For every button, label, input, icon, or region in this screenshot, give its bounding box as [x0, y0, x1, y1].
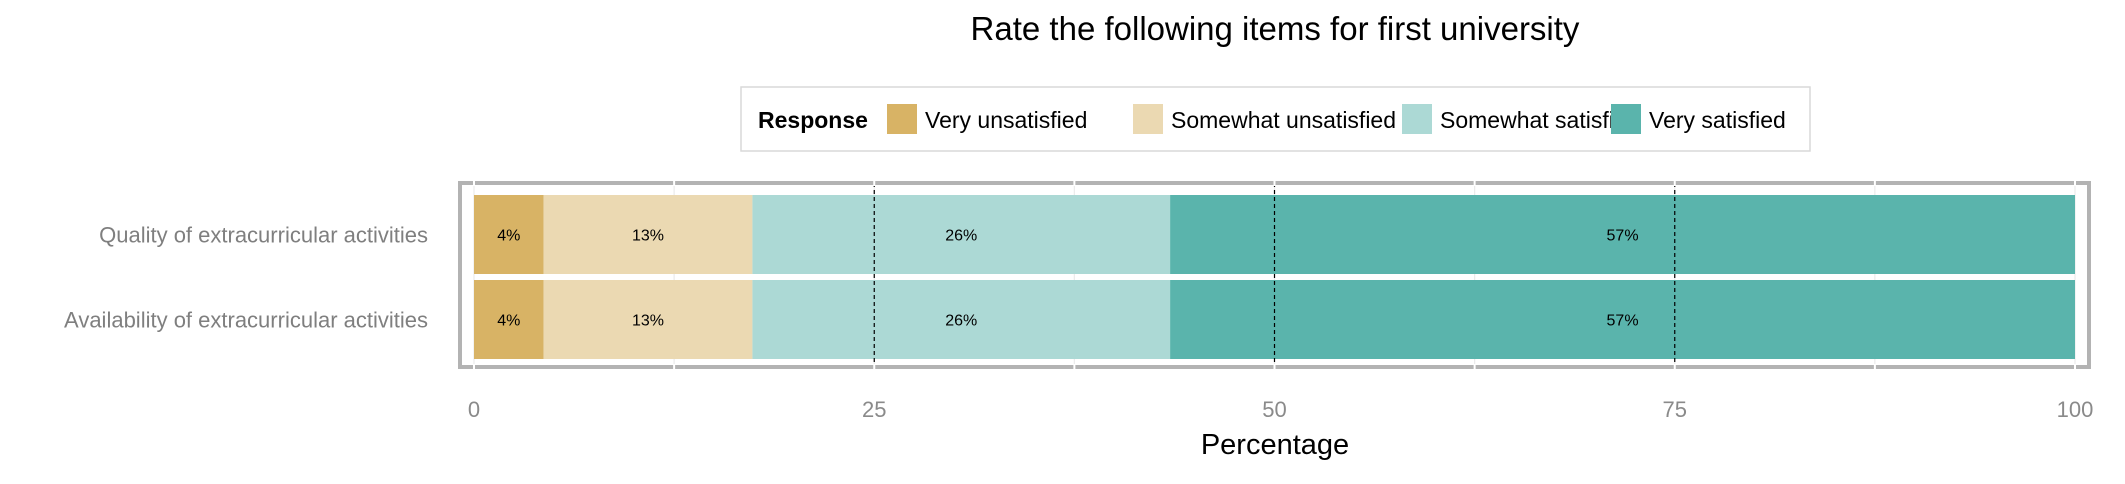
x-tick-label: 75: [1663, 397, 1687, 422]
legend-key: [1133, 104, 1163, 134]
data-label: 4%: [497, 228, 520, 245]
legend-key: [1402, 104, 1432, 134]
legend-label: Very unsatisfied: [925, 107, 1087, 133]
y-tick-label: Availability of extracurricular activiti…: [64, 308, 428, 333]
x-tick-label: 0: [468, 397, 480, 422]
x-tick-label: 50: [1262, 397, 1286, 422]
data-label: 57%: [1607, 228, 1639, 245]
legend-items: Very unsatisfied Somewhat unsatisfied Some…: [887, 104, 1786, 134]
legend-label: Somewhat satisfied: [1440, 107, 1639, 133]
y-tick-label: Quality of extracurricular activities: [99, 223, 428, 248]
legend-label: Somewhat unsatisfied: [1171, 107, 1396, 133]
data-label: 13%: [632, 228, 664, 245]
plot-area: 4% 13% 26% 57% Quality of extracurricular ac…: [64, 181, 2093, 422]
bar-segment: [752, 195, 1171, 274]
bar-segment: [474, 195, 544, 274]
legend: Response Very unsatisfied Somewhat unsati…: [740, 86, 1811, 152]
bar-segment: [1170, 280, 2075, 359]
legend-key: [1611, 104, 1641, 134]
data-label: 4%: [497, 313, 520, 330]
x-tick-label: 100: [2057, 397, 2094, 422]
legend-title: Response: [758, 107, 868, 133]
x-tick-label: 25: [862, 397, 886, 422]
data-label: 57%: [1607, 313, 1639, 330]
data-label: 13%: [632, 313, 664, 330]
legend-label: Very satisfied: [1649, 107, 1786, 133]
bar-segment: [752, 280, 1171, 359]
bar-segment: [474, 280, 544, 359]
chart-title: Rate the following items for first unive…: [971, 10, 1580, 47]
data-label: 26%: [945, 228, 977, 245]
legend-key: [887, 104, 917, 134]
bar-segment: [1170, 195, 2075, 274]
x-axis-title: Percentage: [1201, 429, 1349, 461]
bar-segment: [543, 195, 753, 274]
bar-segment: [543, 280, 753, 359]
data-label: 26%: [945, 313, 977, 330]
